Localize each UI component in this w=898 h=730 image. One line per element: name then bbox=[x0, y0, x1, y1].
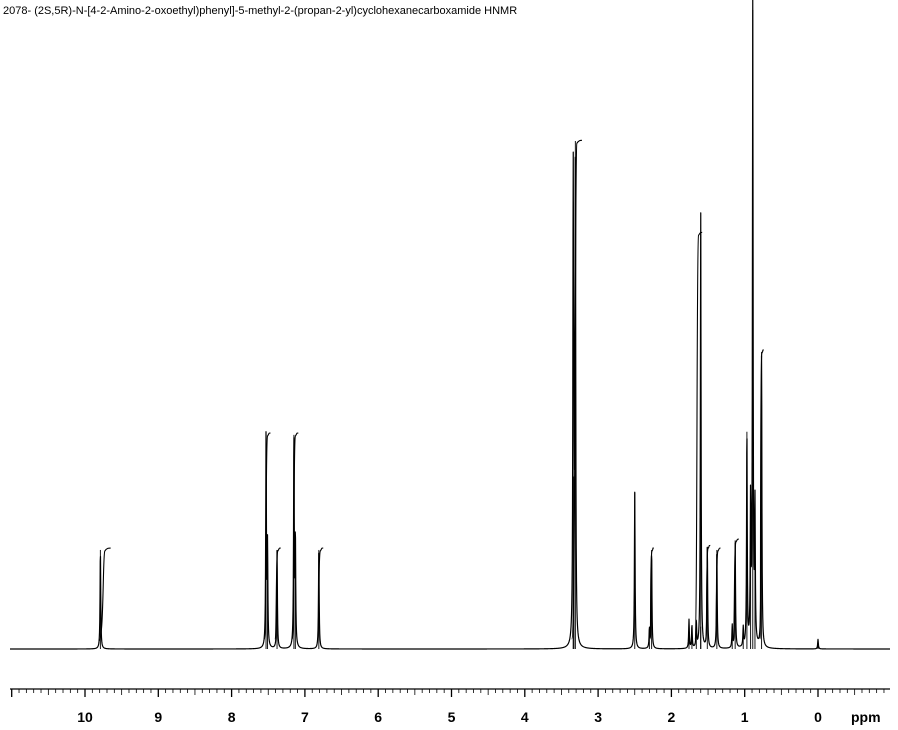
integral-curve bbox=[714, 547, 721, 640]
integral-curve bbox=[732, 538, 739, 640]
x-tick-label: 2 bbox=[668, 709, 676, 725]
integral-curve bbox=[694, 231, 703, 640]
x-tick-label: 9 bbox=[154, 709, 162, 725]
integral-curve bbox=[649, 547, 654, 640]
x-tick-label: 7 bbox=[301, 709, 309, 725]
integral-curve bbox=[291, 432, 299, 640]
integral-curve bbox=[98, 547, 111, 642]
integral-curve bbox=[316, 547, 324, 640]
integral-curve bbox=[759, 349, 764, 640]
x-tick-label: 10 bbox=[77, 709, 93, 725]
spectrum-trace bbox=[9, 0, 891, 650]
integral-curve bbox=[705, 544, 711, 640]
plot-area bbox=[9, 0, 891, 650]
x-tick-labels: 10 9 8 7 6 5 4 3 2 1 0 bbox=[77, 709, 822, 725]
chart-title: 2078- (2S,5R)-N-[4-2-Amino-2-oxoethyl)ph… bbox=[3, 5, 518, 17]
x-axis bbox=[10, 688, 890, 697]
x-tick-label: 6 bbox=[374, 709, 382, 725]
x-tick-label: 4 bbox=[521, 709, 529, 725]
x-tick-label: 3 bbox=[594, 709, 602, 725]
x-tick-label: 1 bbox=[741, 709, 749, 725]
x-tick-label: 0 bbox=[814, 709, 822, 725]
integral-curve bbox=[264, 432, 271, 640]
integral-curve bbox=[571, 139, 582, 640]
x-axis-label: ppm bbox=[851, 709, 881, 725]
x-tick-label: 5 bbox=[448, 709, 456, 725]
x-tick-label: 8 bbox=[228, 709, 236, 725]
integral-curve bbox=[274, 547, 281, 640]
